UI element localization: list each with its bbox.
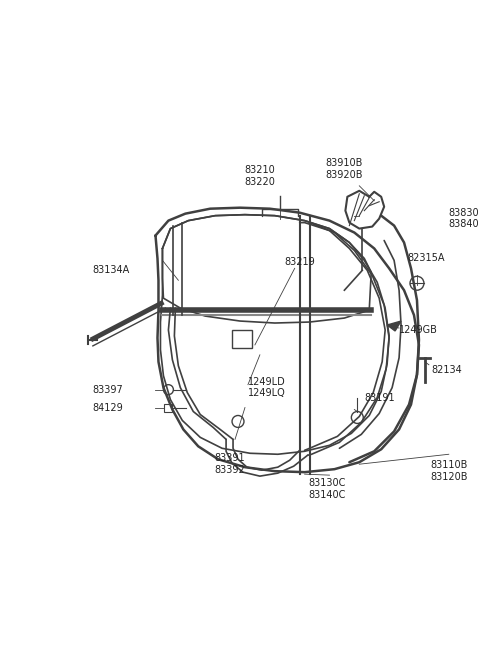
Text: 1249LD
1249LQ: 1249LD 1249LQ: [248, 377, 286, 398]
Text: 82315A: 82315A: [407, 253, 444, 263]
Polygon shape: [387, 321, 401, 331]
Text: 83110B
83120B: 83110B 83120B: [430, 460, 468, 482]
Text: 83830
83840: 83830 83840: [448, 208, 479, 229]
Text: 83397: 83397: [93, 384, 124, 395]
Text: 83219: 83219: [285, 257, 315, 267]
Text: 1249GB: 1249GB: [399, 325, 438, 335]
Text: 83134A: 83134A: [93, 265, 130, 275]
Text: 83130C
83140C: 83130C 83140C: [309, 478, 346, 500]
Text: 82134: 82134: [431, 365, 462, 375]
Text: 84129: 84129: [93, 403, 124, 413]
Bar: [232, 330, 252, 348]
Text: 83391
83392: 83391 83392: [215, 453, 245, 475]
Text: 83191: 83191: [364, 392, 395, 403]
Bar: [165, 403, 172, 411]
Text: 83910B
83920B: 83910B 83920B: [325, 158, 363, 179]
Text: 83210
83220: 83210 83220: [244, 165, 276, 187]
